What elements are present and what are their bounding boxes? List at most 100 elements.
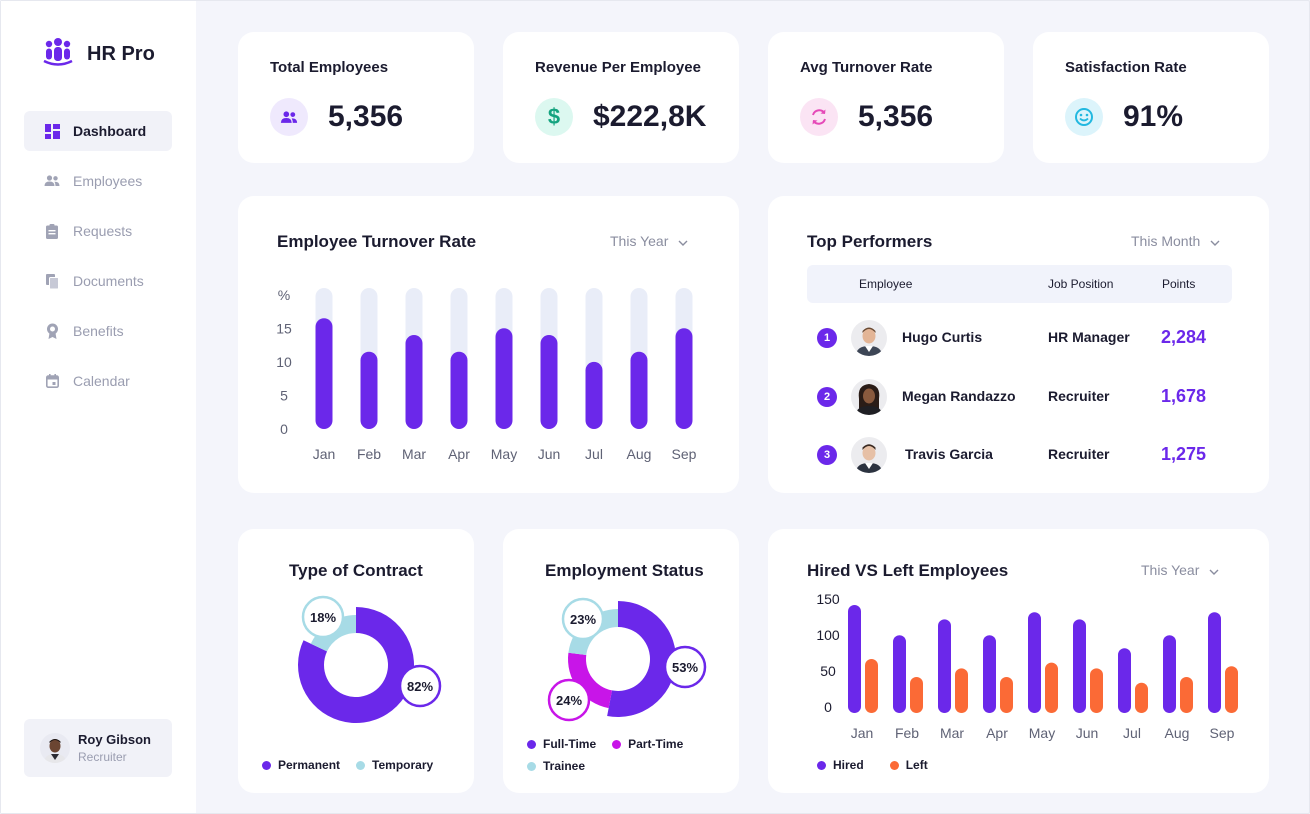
avatar — [851, 437, 887, 473]
sidebar-item-label: Documents — [73, 273, 144, 289]
stat-value: 91% — [1123, 100, 1184, 133]
stat-title: Satisfaction Rate — [1065, 59, 1187, 76]
legend-swatch — [356, 760, 366, 770]
x-tick-label: Feb — [357, 446, 381, 462]
x-tick-label: Mar — [940, 725, 964, 741]
hired-vs-left-chart: 0 50 100 150 Jan Feb Mar Apr May Jun Jul Aug Sep — [816, 591, 1238, 741]
dropdown-label: This Year — [610, 233, 669, 249]
data-label: 18% — [310, 610, 336, 625]
x-tick-label: Jan — [851, 725, 874, 741]
x-tick-label: Sep — [1210, 725, 1235, 741]
team-logo-icon — [41, 35, 75, 74]
donut-slice — [298, 607, 414, 723]
rank-badge: 3 — [817, 445, 837, 465]
table-row[interactable]: 1 Hugo Curtis HR Manager 2,284 — [807, 317, 1232, 357]
points: 1,678 — [1161, 386, 1207, 406]
x-tick-label: Aug — [1165, 725, 1190, 741]
sidebar-item-calendar[interactable]: Calendar — [24, 361, 172, 401]
bar-hired — [1163, 635, 1176, 713]
sidebar-item-employees[interactable]: Employees — [24, 161, 172, 201]
employment-donut-chart: 53% 24% 23% — [547, 597, 707, 722]
card-title: Top Performers — [807, 232, 933, 251]
users-icon — [43, 172, 61, 190]
percent-badge — [301, 595, 345, 639]
legend-label: Trainee — [543, 759, 586, 773]
table-row[interactable]: 2 Megan Randazzo Recruiter 1,678 — [807, 376, 1232, 416]
stat-value: 5,356 — [328, 100, 404, 133]
data-label: 53% — [672, 660, 698, 675]
dollar-icon: $ — [535, 98, 573, 136]
percent-badge — [561, 597, 605, 641]
table-row[interactable]: 3 Travis Garcia Recruiter 1,275 — [807, 434, 1232, 474]
legend-item-permanent: Permanent — [262, 758, 340, 772]
sidebar-item-requests[interactable]: Requests — [24, 211, 172, 251]
bar-left — [1180, 677, 1193, 713]
bar-hired — [938, 619, 951, 713]
legend-item-part-time: Part-Time — [612, 737, 683, 751]
user-profile[interactable]: Roy Gibson Recruiter — [24, 719, 172, 777]
bar-left — [1225, 666, 1238, 713]
sidebar-item-benefits[interactable]: Benefits — [24, 311, 172, 351]
bar-hired — [1208, 612, 1221, 713]
percent-badge — [398, 664, 442, 708]
employee-name: Megan Randazzo — [902, 388, 1016, 404]
turnover-chart: % 0 5 10 15 Jan Feb Mar Apr May Jun Jul Aug Sep — [276, 287, 696, 462]
y-tick-label: 15 — [276, 320, 292, 336]
data-label: 23% — [570, 612, 596, 627]
legend-label: Full-Time — [543, 737, 597, 751]
bar — [315, 318, 333, 429]
bar — [360, 351, 378, 429]
sidebar-item-documents[interactable]: Documents — [24, 261, 172, 301]
points: 2,284 — [1161, 327, 1207, 347]
chevron-down-icon — [1209, 562, 1219, 578]
card-title: Employee Turnover Rate — [277, 232, 477, 251]
sidebar-item-dashboard[interactable]: Dashboard — [24, 111, 172, 151]
sidebar-nav: Dashboard Employees Requests Documents B… — [24, 111, 172, 411]
bar-left — [865, 659, 878, 713]
stat-card-total-employees: Total Employees 5,356 — [238, 32, 474, 163]
documents-icon — [43, 272, 61, 290]
bar — [540, 335, 558, 429]
x-tick-label: Apr — [986, 725, 1008, 741]
dropdown-label: This Month — [1131, 233, 1201, 249]
brand[interactable]: HR Pro — [41, 35, 155, 74]
refresh-icon — [800, 98, 838, 136]
chart-legend: Permanent Temporary — [262, 758, 449, 780]
percent-badge — [663, 645, 707, 689]
clipboard-icon — [43, 222, 61, 240]
sidebar-item-label: Calendar — [73, 373, 130, 389]
x-tick-label: Jun — [1076, 725, 1099, 741]
bar — [630, 351, 648, 429]
bar — [585, 361, 603, 429]
legend-label: Left — [905, 758, 928, 772]
bar-left — [910, 677, 923, 713]
legend-item-trainee: Trainee — [527, 759, 585, 773]
data-label: 82% — [407, 679, 433, 694]
avatar — [40, 733, 70, 763]
bar-left — [1090, 668, 1103, 713]
x-tick-label: Apr — [448, 446, 470, 462]
bar-hired — [1028, 612, 1041, 713]
period-dropdown[interactable]: This Year — [610, 233, 688, 249]
bar — [450, 351, 468, 429]
legend-swatch — [889, 760, 899, 770]
brand-name: HR Pro — [87, 43, 155, 65]
legend-item-temporary: Temporary — [356, 758, 433, 772]
period-dropdown[interactable]: This Month — [1131, 233, 1220, 249]
card-title: Hired VS Left Employees — [807, 561, 1009, 580]
turnover-card: Employee Turnover Rate This Year % 0 5 10 15… — [238, 196, 739, 493]
stat-card-revenue-per-employee: Revenue Per Employee $ $222,8K — [503, 32, 739, 163]
column-header-employee: Employee — [859, 277, 913, 291]
legend-swatch — [527, 739, 536, 749]
period-dropdown[interactable]: This Year — [1141, 562, 1219, 578]
bar — [675, 328, 693, 429]
card-title: Type of Contract — [289, 561, 423, 580]
sidebar: HR Pro Dashboard Employees Requests Docu… — [1, 1, 196, 813]
stat-title: Total Employees — [270, 59, 389, 76]
dashboard-icon — [43, 122, 61, 140]
legend-label: Permanent — [278, 758, 341, 772]
donut-slice — [568, 652, 613, 709]
employee-name: Travis Garcia — [905, 446, 993, 462]
rank-badge: 2 — [817, 387, 837, 407]
y-tick-label: 5 — [280, 387, 288, 403]
